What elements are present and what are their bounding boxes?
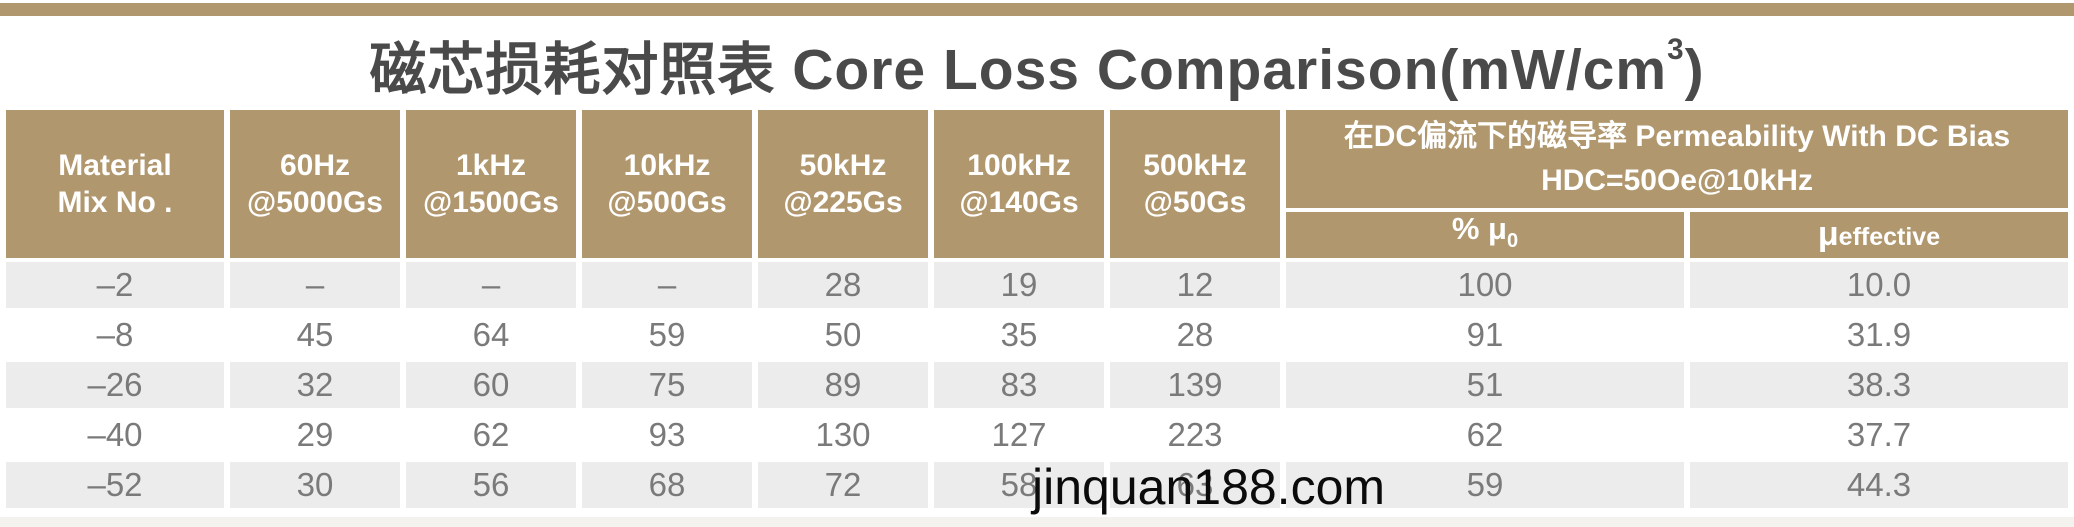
header-10khz: 10kHz @500Gs bbox=[582, 110, 752, 258]
header-1khz: 1kHz @1500Gs bbox=[406, 110, 576, 258]
table-row-mix-52: –52 30 56 68 72 58 63 59 44.3 bbox=[6, 462, 2068, 508]
table-row-mix-26: –26 32 60 75 89 83 139 51 38.3 bbox=[6, 362, 2068, 408]
core-loss-table: Material Mix No . 60Hz @5000Gs 1kHz @150… bbox=[0, 106, 2074, 512]
table-cell: 30 bbox=[230, 462, 400, 508]
header-1khz-line2: @1500Gs bbox=[422, 186, 559, 219]
table-row-mix-8: –8 45 64 59 50 35 28 91 31.9 bbox=[6, 312, 2068, 358]
header-50khz-line1: 50kHz bbox=[799, 149, 887, 182]
table-cell: 35 bbox=[934, 312, 1104, 358]
watermark-text: jinquan188.com bbox=[1032, 459, 1386, 515]
table-cell: – bbox=[230, 262, 400, 308]
table-cell: 56 bbox=[406, 462, 576, 508]
percent-mu-subscript: 0 bbox=[1507, 230, 1519, 252]
table-cell: 58 bbox=[934, 462, 1104, 508]
table-cell: 38.3 bbox=[1690, 362, 2068, 408]
page-title-suffix: ) bbox=[1684, 38, 1705, 102]
table-cell: 83 bbox=[934, 362, 1104, 408]
table-cell: 31.9 bbox=[1690, 312, 2068, 358]
table-cell: 37.7 bbox=[1690, 412, 2068, 458]
header-60hz-line1: 60Hz bbox=[279, 149, 351, 182]
table-cell: – bbox=[406, 262, 576, 308]
table-row-mix-40: –40 29 62 93 130 127 223 62 37.7 bbox=[6, 412, 2068, 458]
table-cell: 75 bbox=[582, 362, 752, 408]
table-cell: 50 bbox=[758, 312, 928, 358]
table-cell: 32 bbox=[230, 362, 400, 408]
header-500khz-line1: 500kHz bbox=[1143, 149, 1247, 182]
header-60hz: 60Hz @5000Gs bbox=[230, 110, 400, 258]
table-cell: 10.0 bbox=[1690, 262, 2068, 308]
table-cell: 28 bbox=[1110, 312, 1280, 358]
header-100khz-line1: 100kHz bbox=[967, 149, 1071, 182]
subheader-mu-effective: μeffective bbox=[1690, 212, 2068, 258]
table-cell: 29 bbox=[230, 412, 400, 458]
table-cell: 68 bbox=[582, 462, 752, 508]
top-accent-bar bbox=[0, 3, 2074, 16]
header-60hz-line2: @5000Gs bbox=[246, 186, 383, 219]
table-cell: 89 bbox=[758, 362, 928, 408]
header-1khz-line1: 1kHz bbox=[455, 149, 527, 182]
header-material: Material Mix No . bbox=[6, 110, 224, 258]
table-cell: – bbox=[582, 262, 752, 308]
header-10khz-line2: @500Gs bbox=[607, 186, 727, 219]
table-cell: 12 bbox=[1110, 262, 1280, 308]
cell-mix-no: –2 bbox=[6, 262, 224, 308]
table-cell: 28 bbox=[758, 262, 928, 308]
header-dc-bias-line2: HDC=50Oe@10kHz bbox=[1541, 164, 1813, 197]
header-50khz: 50kHz @225Gs bbox=[758, 110, 928, 258]
bottom-strip bbox=[0, 517, 2074, 527]
header-500khz-line2: @50Gs bbox=[1143, 186, 1247, 219]
table-cell: 64 bbox=[406, 312, 576, 358]
subheader-percent-mu0: % μ0 bbox=[1286, 212, 1684, 258]
table-cell: 60 bbox=[406, 362, 576, 408]
table-cell: 100 bbox=[1286, 262, 1684, 308]
header-50khz-line2: @225Gs bbox=[783, 186, 903, 219]
header-10khz-line1: 10kHz bbox=[623, 149, 711, 182]
header-material-line2: Mix No . bbox=[57, 186, 173, 219]
header-material-line1: Material bbox=[58, 149, 172, 182]
page-title-text: 磁芯损耗对照表 Core Loss Comparison(mW/cm bbox=[369, 38, 1668, 102]
header-dc-bias: 在DC偏流下的磁导率 Permeability With DC Bias HDC… bbox=[1286, 110, 2068, 208]
table-cell: 139 bbox=[1110, 362, 1280, 408]
table-cell: 59 bbox=[1286, 462, 1684, 508]
table-cell: 62 bbox=[1286, 412, 1684, 458]
cell-mix-no: –8 bbox=[6, 312, 224, 358]
header-100khz-line2: @140Gs bbox=[959, 186, 1079, 219]
table-cell: 44.3 bbox=[1690, 462, 2068, 508]
table-cell: 59 bbox=[582, 312, 752, 358]
table-cell: 223 bbox=[1110, 412, 1280, 458]
table-cell: 19 bbox=[934, 262, 1104, 308]
table-cell: 51 bbox=[1286, 362, 1684, 408]
table-cell: 93 bbox=[582, 412, 752, 458]
table-cell: 63 bbox=[1110, 462, 1280, 508]
table-cell: 62 bbox=[406, 412, 576, 458]
table-cell: 45 bbox=[230, 312, 400, 358]
table-cell: 127 bbox=[934, 412, 1104, 458]
header-100khz: 100kHz @140Gs bbox=[934, 110, 1104, 258]
header-500khz: 500kHz @50Gs bbox=[1110, 110, 1280, 258]
page-title: 磁芯损耗对照表 Core Loss Comparison(mW/cm3) bbox=[0, 24, 2074, 104]
table-row-mix-2: –2 – – – 28 19 12 100 10.0 bbox=[6, 262, 2068, 308]
table-cell: 91 bbox=[1286, 312, 1684, 358]
percent-mu-label: % μ bbox=[1451, 211, 1508, 246]
table-cell: 72 bbox=[758, 462, 928, 508]
mu-effective-label: effective bbox=[1838, 222, 1941, 251]
page-title-superscript: 3 bbox=[1667, 33, 1685, 66]
header-dc-bias-line1: 在DC偏流下的磁导率 Permeability With DC Bias bbox=[1343, 120, 2011, 153]
mu-symbol: μ bbox=[1817, 214, 1839, 253]
cell-mix-no: –40 bbox=[6, 412, 224, 458]
cell-mix-no: –26 bbox=[6, 362, 224, 408]
table-cell: 130 bbox=[758, 412, 928, 458]
cell-mix-no: –52 bbox=[6, 462, 224, 508]
